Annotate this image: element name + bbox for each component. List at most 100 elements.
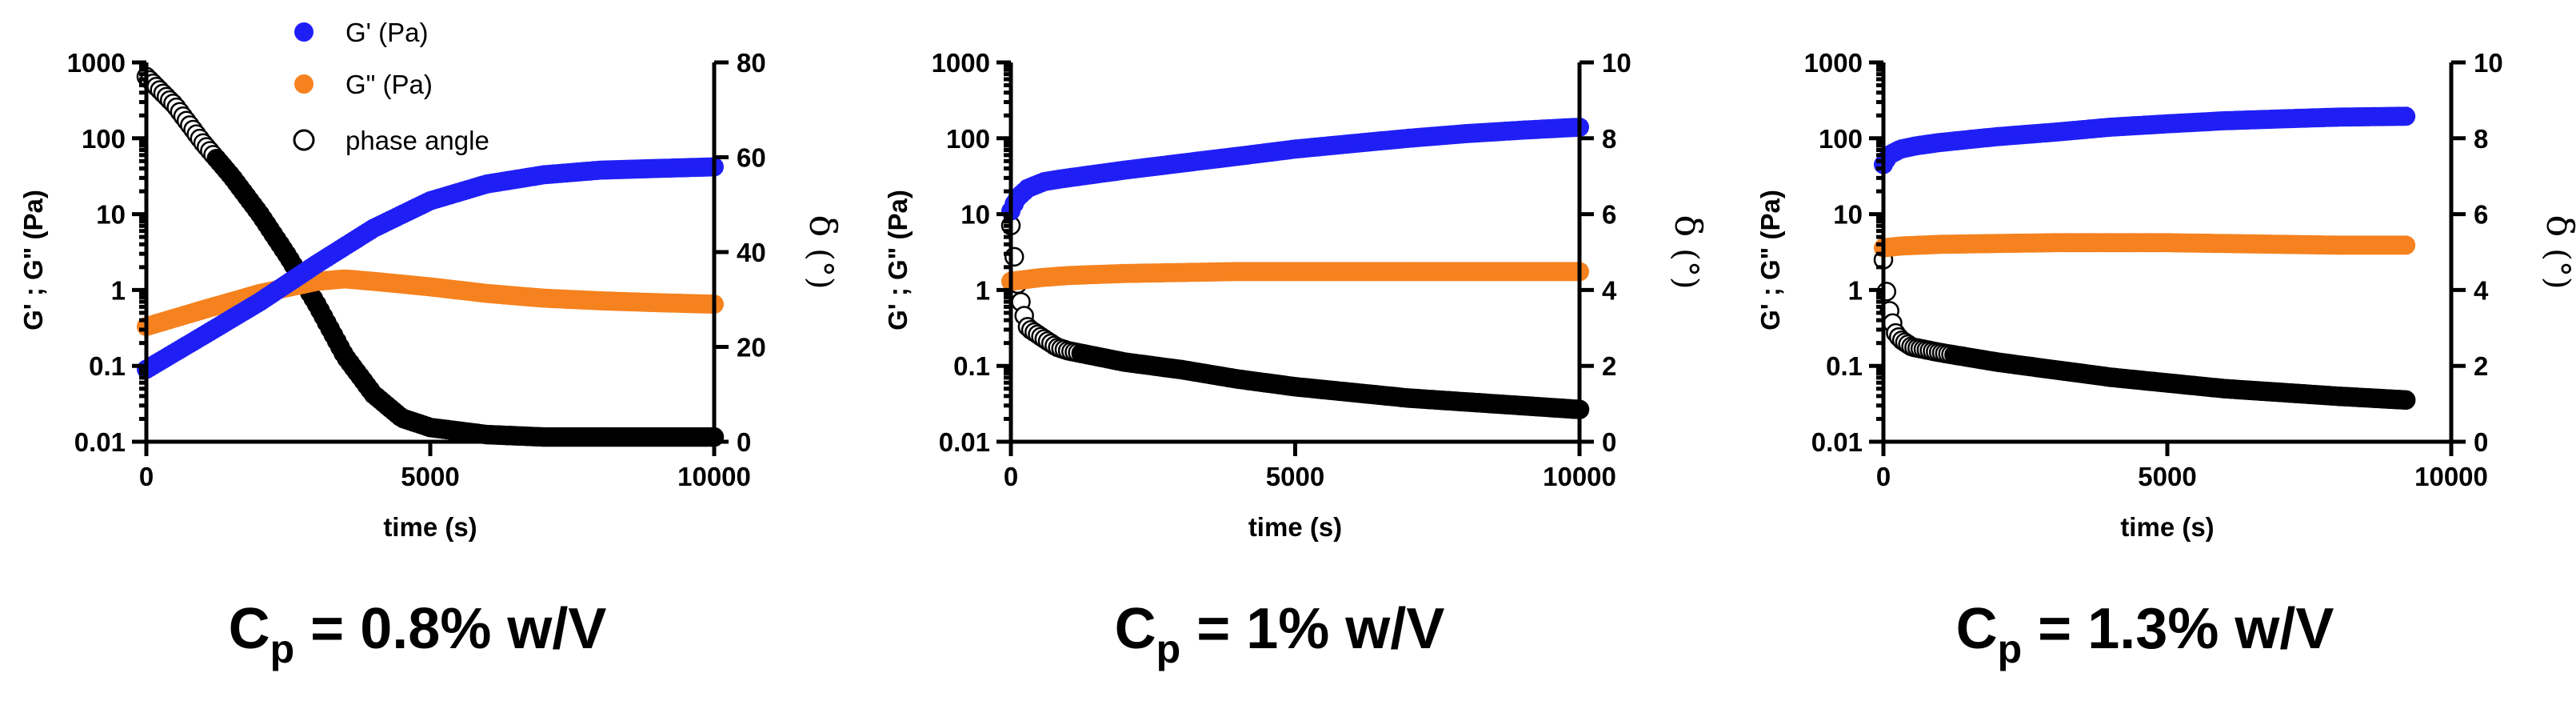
y2-tick-label: 8 [1602, 124, 1616, 154]
data-point [2395, 390, 2416, 411]
caption-symbol: C [1115, 597, 1156, 661]
x-tick-label: 0 [139, 462, 154, 491]
series-phase-angle [1000, 215, 1590, 419]
series-g-double-prime [1001, 262, 1589, 291]
y2-tick-label: 0 [2474, 427, 2488, 457]
y2-tick-label: 0 [737, 427, 751, 457]
series-group [1873, 106, 2416, 411]
y-tick-label: 0.01 [74, 427, 126, 457]
caption-value: = 1.3% w/V [2022, 597, 2334, 661]
x-tick-label: 10000 [677, 462, 751, 491]
y-tick-label: 100 [946, 124, 990, 154]
panel-caption: Cp = 1% w/V [1115, 597, 1445, 671]
y2-axis-symbol: δ [1667, 215, 1710, 238]
data-point [2396, 106, 2416, 126]
y2-tick-label: 0 [1602, 427, 1616, 457]
x-axis-label: time (s) [1248, 512, 1342, 542]
legend-label-g-double-prime: G" (Pa) [345, 70, 433, 99]
y2-tick-label: 4 [1602, 275, 1617, 305]
y-tick-label: 10 [1833, 200, 1863, 230]
series-g-prime [1001, 117, 1589, 221]
y-tick-label: 0.01 [939, 427, 990, 457]
x-tick-label: 0 [1876, 462, 1891, 491]
caption-subscript: p [1998, 627, 2023, 671]
y2-axis-label: δ (°) [801, 215, 845, 290]
y2-tick-label: 10 [1602, 48, 1631, 78]
series-g-double-prime [137, 269, 724, 336]
y-axis-label: G' ; G" (Pa) [1755, 190, 1785, 330]
y2-tick-label: 4 [2474, 275, 2489, 305]
data-point [1004, 246, 1024, 267]
y2-axis-label: δ (°) [1667, 215, 1710, 290]
y2-axis-unit: (°) [2539, 248, 2576, 289]
y-tick-label: 1 [976, 275, 990, 305]
y-tick-label: 1000 [67, 48, 126, 78]
y-tick-label: 0.1 [89, 351, 126, 381]
series-phase-angle [1873, 250, 2416, 411]
y-tick-label: 10 [96, 200, 126, 230]
x-tick-label: 5000 [1266, 462, 1324, 491]
x-axis-label: time (s) [2120, 512, 2214, 542]
y-tick-label: 1 [111, 275, 126, 305]
y-tick-label: 100 [82, 124, 126, 154]
data-point [2396, 235, 2416, 255]
series-group [1000, 117, 1590, 419]
caption-subscript: p [270, 627, 295, 671]
series-phase-angle [136, 66, 725, 447]
caption-value: = 0.8% w/V [294, 597, 606, 661]
y2-axis-symbol: δ [801, 215, 845, 238]
y-tick-label: 0.1 [1826, 351, 1863, 381]
legend-label-g-prime: G' (Pa) [345, 18, 428, 47]
caption-symbol: C [1956, 597, 1998, 661]
y2-tick-label: 40 [737, 238, 766, 267]
series-g-prime [1874, 106, 2416, 174]
y-axis-label: G' ; G" (Pa) [18, 190, 48, 330]
caption-value: = 1% w/V [1180, 597, 1444, 661]
y2-tick-label: 2 [2474, 351, 2488, 381]
y-tick-label: 1000 [932, 48, 990, 78]
y2-tick-label: 80 [737, 48, 766, 78]
y2-axis-label: δ (°) [2538, 215, 2576, 290]
legend-marker-g-prime [294, 22, 314, 42]
y2-tick-label: 20 [737, 333, 766, 363]
y-tick-label: 0.1 [953, 351, 990, 381]
y2-tick-label: 8 [2474, 124, 2488, 154]
y2-axis-symbol: δ [2538, 215, 2576, 238]
legend-label-phase: phase angle [345, 126, 489, 155]
x-tick-label: 5000 [401, 462, 459, 491]
y-tick-label: 1000 [1804, 48, 1863, 78]
panel-caption: Cp = 0.8% w/V [229, 597, 607, 671]
legend: G' (Pa) G" (Pa) phase angle [293, 18, 489, 155]
y-tick-label: 1 [1848, 275, 1863, 305]
y2-tick-label: 6 [1602, 200, 1616, 230]
y-tick-label: 10 [961, 200, 990, 230]
x-tick-label: 0 [1004, 462, 1018, 491]
y2-axis-unit: (°) [802, 248, 839, 289]
y-axis-label: G' ; G" (Pa) [883, 190, 913, 330]
x-tick-label: 5000 [2138, 462, 2196, 491]
y-tick-label: 0.01 [1811, 427, 1863, 457]
y2-tick-label: 10 [2474, 48, 2503, 78]
y2-axis-unit: (°) [1667, 248, 1704, 289]
legend-marker-g-double-prime [294, 74, 314, 94]
caption-subscript: p [1156, 627, 1181, 671]
panel-caption: Cp = 1.3% w/V [1956, 597, 2334, 671]
x-axis-label: time (s) [383, 512, 477, 542]
y-tick-label: 100 [1819, 124, 1863, 154]
series-g-double-prime [1874, 233, 2416, 258]
y2-tick-label: 6 [2474, 200, 2488, 230]
y2-tick-label: 2 [1602, 351, 1616, 381]
series-g-prime [137, 157, 724, 379]
series-group [136, 66, 725, 447]
caption-symbol: C [229, 597, 270, 661]
y2-tick-label: 60 [737, 143, 766, 173]
